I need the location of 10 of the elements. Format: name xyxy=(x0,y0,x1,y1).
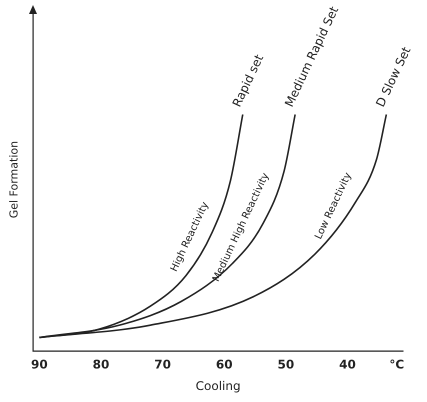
x-tick-label: °C xyxy=(389,358,404,372)
y-axis-title: Gel Formation xyxy=(7,140,20,218)
x-tick-label: 90 xyxy=(31,358,48,372)
x-axis-title: Cooling xyxy=(196,378,241,393)
text: D Slow Set xyxy=(373,44,414,110)
x-tick-label: 50 xyxy=(278,358,294,372)
x-tick-label: 70 xyxy=(154,358,171,372)
x-tick-label: 80 xyxy=(92,358,110,372)
x-tick-label: 40 xyxy=(339,358,356,372)
x-tick-label: 60 xyxy=(216,358,233,372)
